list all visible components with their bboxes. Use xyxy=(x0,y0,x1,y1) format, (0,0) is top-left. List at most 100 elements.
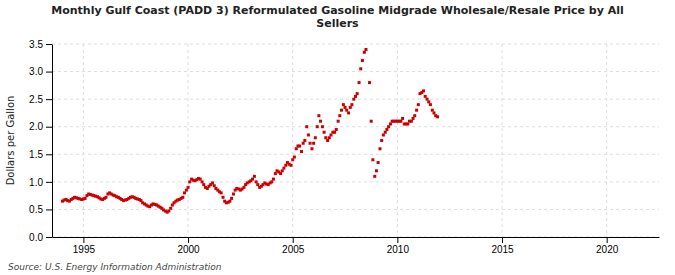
point xyxy=(380,139,383,142)
point xyxy=(169,207,172,210)
grid-line-y xyxy=(52,126,659,127)
y-axis-domain xyxy=(52,45,53,238)
point xyxy=(352,98,355,101)
grid-line-y xyxy=(52,44,659,45)
point xyxy=(324,136,327,139)
point xyxy=(290,164,293,167)
x-axis-tick-mark xyxy=(502,237,503,243)
point xyxy=(344,106,347,109)
point xyxy=(222,196,225,199)
point xyxy=(202,183,205,186)
grid-line-x xyxy=(397,44,398,237)
point xyxy=(427,100,430,103)
x-axis-tick-label: 1995 xyxy=(73,244,96,255)
point xyxy=(387,125,390,128)
x-axis-tick: 2005 xyxy=(282,237,305,255)
grid-line-x xyxy=(188,44,189,237)
title: Monthly Gulf Coast (PADD 3) Reformulated… xyxy=(51,4,624,30)
y-axis-tick: 2.0 xyxy=(29,121,52,132)
point xyxy=(349,106,352,109)
point xyxy=(363,51,366,54)
grid-line-x xyxy=(606,44,607,237)
x-axis-tick: 2015 xyxy=(491,237,514,255)
grid-line-y xyxy=(52,71,659,72)
point xyxy=(410,120,413,123)
y-axis-tick-label: 3.0 xyxy=(29,66,43,77)
point xyxy=(354,95,357,98)
point xyxy=(310,147,313,150)
point xyxy=(319,120,322,123)
y-axis-tick-mark xyxy=(46,209,52,210)
grid xyxy=(52,44,659,237)
y-axis-tick-label: 1.0 xyxy=(29,177,43,188)
y-axis-title: Dollars per Gallon xyxy=(5,96,16,186)
point xyxy=(230,197,233,200)
y-axis-tick: 1.0 xyxy=(29,177,52,188)
y-axis-tick-mark xyxy=(46,182,52,183)
point xyxy=(181,196,184,199)
point xyxy=(167,210,170,213)
y-axis-tick-mark xyxy=(46,99,52,100)
points xyxy=(61,48,439,214)
y-axis: 0.00.51.01.52.02.53.03.5 xyxy=(29,39,52,243)
x-axis-tick: 1995 xyxy=(73,237,96,255)
point xyxy=(228,200,231,203)
point xyxy=(373,175,376,178)
point xyxy=(375,169,378,172)
x-axis-tick-mark xyxy=(607,237,608,243)
y-axis-tick: 3.5 xyxy=(29,39,52,50)
y-axis-tick-label: 0.5 xyxy=(29,204,43,215)
point xyxy=(321,125,324,128)
y-axis-tick: 0.5 xyxy=(29,204,52,215)
point xyxy=(317,114,320,117)
point xyxy=(274,172,277,175)
x-axis-tick-mark xyxy=(293,237,294,243)
point xyxy=(328,136,331,139)
point xyxy=(199,178,202,181)
point xyxy=(401,117,404,120)
x-axis-tick-label: 2010 xyxy=(387,244,410,255)
grid-line-y xyxy=(52,237,659,238)
point xyxy=(183,191,186,194)
point xyxy=(270,180,273,183)
point xyxy=(309,142,312,145)
point xyxy=(187,186,190,189)
point xyxy=(399,120,402,123)
plot: 1995200020052010201520200.00.51.01.52.02… xyxy=(29,39,659,255)
source: Source: U.S. Energy Information Administ… xyxy=(8,262,222,272)
point xyxy=(300,150,303,153)
point xyxy=(185,189,188,192)
point xyxy=(370,120,373,123)
x-axis-tick-mark xyxy=(188,237,189,243)
point xyxy=(356,92,359,95)
grid-line-y xyxy=(52,154,659,155)
y-axis-tick-label: 2.5 xyxy=(29,94,43,105)
y-axis-tick: 1.5 xyxy=(29,149,52,160)
x-axis-tick-label: 2020 xyxy=(596,244,619,255)
point xyxy=(256,183,259,186)
point xyxy=(431,109,434,112)
point xyxy=(291,158,294,161)
point xyxy=(253,175,256,178)
point xyxy=(105,196,108,199)
point xyxy=(426,98,429,101)
point xyxy=(293,156,296,159)
point xyxy=(340,109,343,112)
point xyxy=(251,178,254,181)
point xyxy=(432,111,435,114)
y-axis-tick-label: 2.0 xyxy=(29,121,43,132)
point xyxy=(359,67,362,70)
point xyxy=(84,197,87,200)
grid-line-y xyxy=(52,99,659,100)
point xyxy=(436,115,439,118)
point xyxy=(384,131,387,134)
point xyxy=(295,147,298,150)
y-axis-tick-label: 1.5 xyxy=(29,149,43,160)
x-axis-tick-label: 2000 xyxy=(177,244,200,255)
grid-line-y xyxy=(52,181,659,182)
grid-line-x xyxy=(83,44,84,237)
point xyxy=(337,120,340,123)
point xyxy=(412,117,415,120)
point xyxy=(413,114,416,117)
point xyxy=(316,125,319,128)
